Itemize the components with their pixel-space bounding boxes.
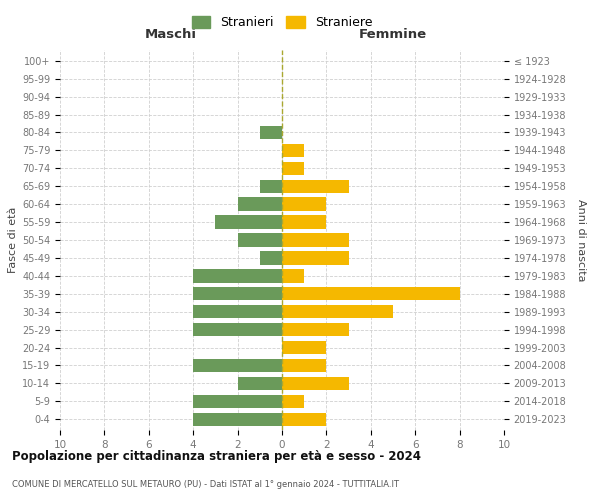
Bar (193, 394, 282, 408)
Text: Popolazione per cittadinanza straniera per età e sesso - 2024: Popolazione per cittadinanza straniera p… (12, 450, 421, 463)
Bar (260, 126, 282, 139)
Bar (282, 234, 349, 246)
Bar (282, 412, 326, 426)
Bar (282, 341, 326, 354)
Bar (193, 323, 282, 336)
Bar (238, 376, 282, 390)
Bar (193, 359, 282, 372)
Bar (282, 287, 460, 300)
Bar (193, 287, 282, 300)
Y-axis label: Anni di nascita: Anni di nascita (576, 198, 586, 281)
Bar (193, 305, 282, 318)
Y-axis label: Fasce di età: Fasce di età (8, 207, 18, 273)
Bar (282, 198, 326, 211)
Bar (282, 180, 349, 193)
Bar (282, 162, 304, 175)
Bar (193, 269, 282, 282)
Bar (260, 180, 282, 193)
Text: Maschi: Maschi (145, 28, 197, 41)
Text: Femmine: Femmine (359, 28, 427, 41)
Text: COMUNE DI MERCATELLO SUL METAURO (PU) - Dati ISTAT al 1° gennaio 2024 - TUTTITAL: COMUNE DI MERCATELLO SUL METAURO (PU) - … (12, 480, 399, 489)
Bar (238, 234, 282, 246)
Bar (260, 251, 282, 264)
Bar (282, 305, 393, 318)
Bar (282, 323, 349, 336)
Bar (282, 216, 326, 229)
Bar (282, 376, 349, 390)
Bar (215, 216, 282, 229)
Bar (282, 359, 326, 372)
Bar (282, 144, 304, 157)
Bar (193, 412, 282, 426)
Bar (282, 269, 304, 282)
Bar (282, 251, 349, 264)
Bar (282, 394, 304, 408)
Bar (238, 198, 282, 211)
Legend: Stranieri, Straniere: Stranieri, Straniere (187, 11, 377, 34)
